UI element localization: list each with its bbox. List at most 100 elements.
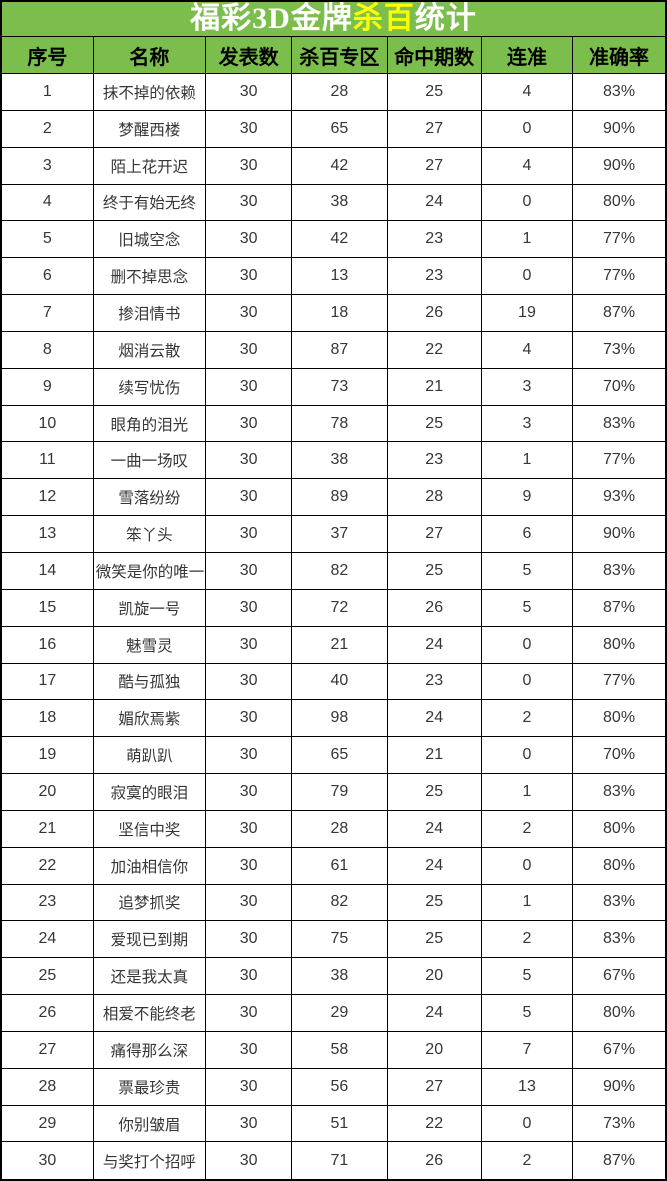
cell-kill_zone: 82 bbox=[291, 883, 388, 922]
table-row: 14 微笑是你的唯一 30 82 25 5 83% bbox=[0, 551, 667, 590]
cell-kill_zone: 13 bbox=[291, 257, 388, 296]
cell-serial: 21 bbox=[0, 809, 94, 848]
cell-hits: 20 bbox=[386, 1030, 482, 1069]
cell-hits: 23 bbox=[386, 257, 482, 296]
cell-published: 30 bbox=[205, 1067, 293, 1106]
cell-streak: 0 bbox=[480, 662, 574, 701]
cell-published: 30 bbox=[205, 441, 293, 480]
cell-hits: 27 bbox=[386, 146, 482, 185]
cell-hits: 22 bbox=[386, 1104, 482, 1143]
cell-kill_zone: 18 bbox=[291, 294, 388, 332]
cell-published: 30 bbox=[205, 1030, 293, 1069]
cell-kill_zone: 28 bbox=[291, 73, 388, 111]
cell-name: 一曲一场叹 bbox=[92, 441, 207, 480]
cell-streak: 1 bbox=[480, 773, 574, 811]
table-body: 1 抹不掉的依赖 30 28 25 4 83% 2 梦醒西楼 30 65 27 0 90% 3 陌上花开迟 30… bbox=[0, 73, 667, 1181]
cell-kill_zone: 58 bbox=[291, 1030, 388, 1069]
col-header-name: 名称 bbox=[92, 36, 207, 74]
cell-kill_zone: 82 bbox=[291, 551, 388, 590]
cell-published: 30 bbox=[205, 920, 293, 959]
cell-serial: 17 bbox=[0, 662, 94, 701]
cell-streak: 3 bbox=[480, 404, 574, 443]
col-header-kill-zone: 杀百专区 bbox=[291, 36, 388, 74]
cell-kill_zone: 56 bbox=[291, 1067, 388, 1106]
cell-hits: 28 bbox=[386, 478, 482, 517]
cell-accuracy: 77% bbox=[572, 662, 667, 701]
cell-serial: 1 bbox=[0, 73, 94, 111]
cell-accuracy: 80% bbox=[572, 846, 667, 885]
col-header-serial: 序号 bbox=[0, 36, 94, 74]
cell-accuracy: 87% bbox=[572, 1141, 667, 1181]
cell-published: 30 bbox=[205, 404, 293, 443]
cell-streak: 5 bbox=[480, 957, 574, 996]
cell-kill_zone: 61 bbox=[291, 846, 388, 885]
cell-serial: 19 bbox=[0, 736, 94, 775]
cell-accuracy: 70% bbox=[572, 736, 667, 775]
cell-serial: 18 bbox=[0, 699, 94, 738]
table-row: 27 痛得那么深 30 58 20 7 67% bbox=[0, 1030, 667, 1069]
cell-published: 30 bbox=[205, 1104, 293, 1143]
cell-serial: 27 bbox=[0, 1030, 94, 1069]
cell-streak: 4 bbox=[480, 330, 574, 369]
cell-streak: 0 bbox=[480, 625, 574, 664]
cell-streak: 13 bbox=[480, 1067, 574, 1106]
cell-name: 雪落纷纷 bbox=[92, 478, 207, 517]
cell-name: 萌趴趴 bbox=[92, 736, 207, 775]
cell-serial: 29 bbox=[0, 1104, 94, 1143]
cell-published: 30 bbox=[205, 1141, 293, 1181]
cell-hits: 25 bbox=[386, 920, 482, 959]
cell-name: 烟消云散 bbox=[92, 330, 207, 369]
cell-published: 30 bbox=[205, 773, 293, 811]
cell-streak: 4 bbox=[480, 73, 574, 111]
table-row: 2 梦醒西楼 30 65 27 0 90% bbox=[0, 109, 667, 148]
cell-published: 30 bbox=[205, 588, 293, 627]
cell-accuracy: 83% bbox=[572, 73, 667, 111]
cell-kill_zone: 71 bbox=[291, 1141, 388, 1181]
cell-name: 微笑是你的唯一 bbox=[92, 551, 207, 590]
cell-hits: 21 bbox=[386, 736, 482, 775]
cell-kill_zone: 87 bbox=[291, 330, 388, 369]
cell-name: 魅雪灵 bbox=[92, 625, 207, 664]
cell-serial: 11 bbox=[0, 441, 94, 480]
col-header-published: 发表数 bbox=[205, 36, 293, 74]
cell-streak: 0 bbox=[480, 736, 574, 775]
cell-name: 删不掉思念 bbox=[92, 257, 207, 296]
table-row: 26 相爱不能终老 30 29 24 5 80% bbox=[0, 994, 667, 1032]
cell-streak: 6 bbox=[480, 515, 574, 553]
cell-name: 掺泪情书 bbox=[92, 294, 207, 332]
cell-streak: 5 bbox=[480, 588, 574, 627]
cell-kill_zone: 51 bbox=[291, 1104, 388, 1143]
cell-name: 梦醒西楼 bbox=[92, 109, 207, 148]
cell-accuracy: 83% bbox=[572, 773, 667, 811]
column-header-row: 序号 名称 发表数 杀百专区 命中期数 连准 准确率 bbox=[0, 36, 667, 74]
table-row: 13 笨丫头 30 37 27 6 90% bbox=[0, 515, 667, 553]
cell-streak: 2 bbox=[480, 699, 574, 738]
cell-accuracy: 83% bbox=[572, 404, 667, 443]
cell-streak: 0 bbox=[480, 183, 574, 222]
cell-streak: 1 bbox=[480, 883, 574, 922]
cell-name: 笨丫头 bbox=[92, 515, 207, 553]
cell-name: 陌上花开迟 bbox=[92, 146, 207, 185]
table-row: 11 一曲一场叹 30 38 23 1 77% bbox=[0, 441, 667, 480]
cell-serial: 2 bbox=[0, 109, 94, 148]
cell-accuracy: 80% bbox=[572, 994, 667, 1032]
cell-streak: 0 bbox=[480, 1104, 574, 1143]
cell-accuracy: 90% bbox=[572, 1067, 667, 1106]
cell-kill_zone: 65 bbox=[291, 109, 388, 148]
cell-name: 抹不掉的依赖 bbox=[92, 73, 207, 111]
cell-accuracy: 83% bbox=[572, 551, 667, 590]
cell-published: 30 bbox=[205, 146, 293, 185]
cell-kill_zone: 21 bbox=[291, 625, 388, 664]
cell-name: 相爱不能终老 bbox=[92, 994, 207, 1032]
cell-streak: 5 bbox=[480, 994, 574, 1032]
cell-serial: 13 bbox=[0, 515, 94, 553]
cell-accuracy: 80% bbox=[572, 699, 667, 738]
cell-streak: 9 bbox=[480, 478, 574, 517]
cell-streak: 3 bbox=[480, 367, 574, 406]
cell-hits: 27 bbox=[386, 1067, 482, 1106]
cell-serial: 20 bbox=[0, 773, 94, 811]
cell-published: 30 bbox=[205, 699, 293, 738]
col-header-accuracy: 准确率 bbox=[572, 36, 667, 74]
